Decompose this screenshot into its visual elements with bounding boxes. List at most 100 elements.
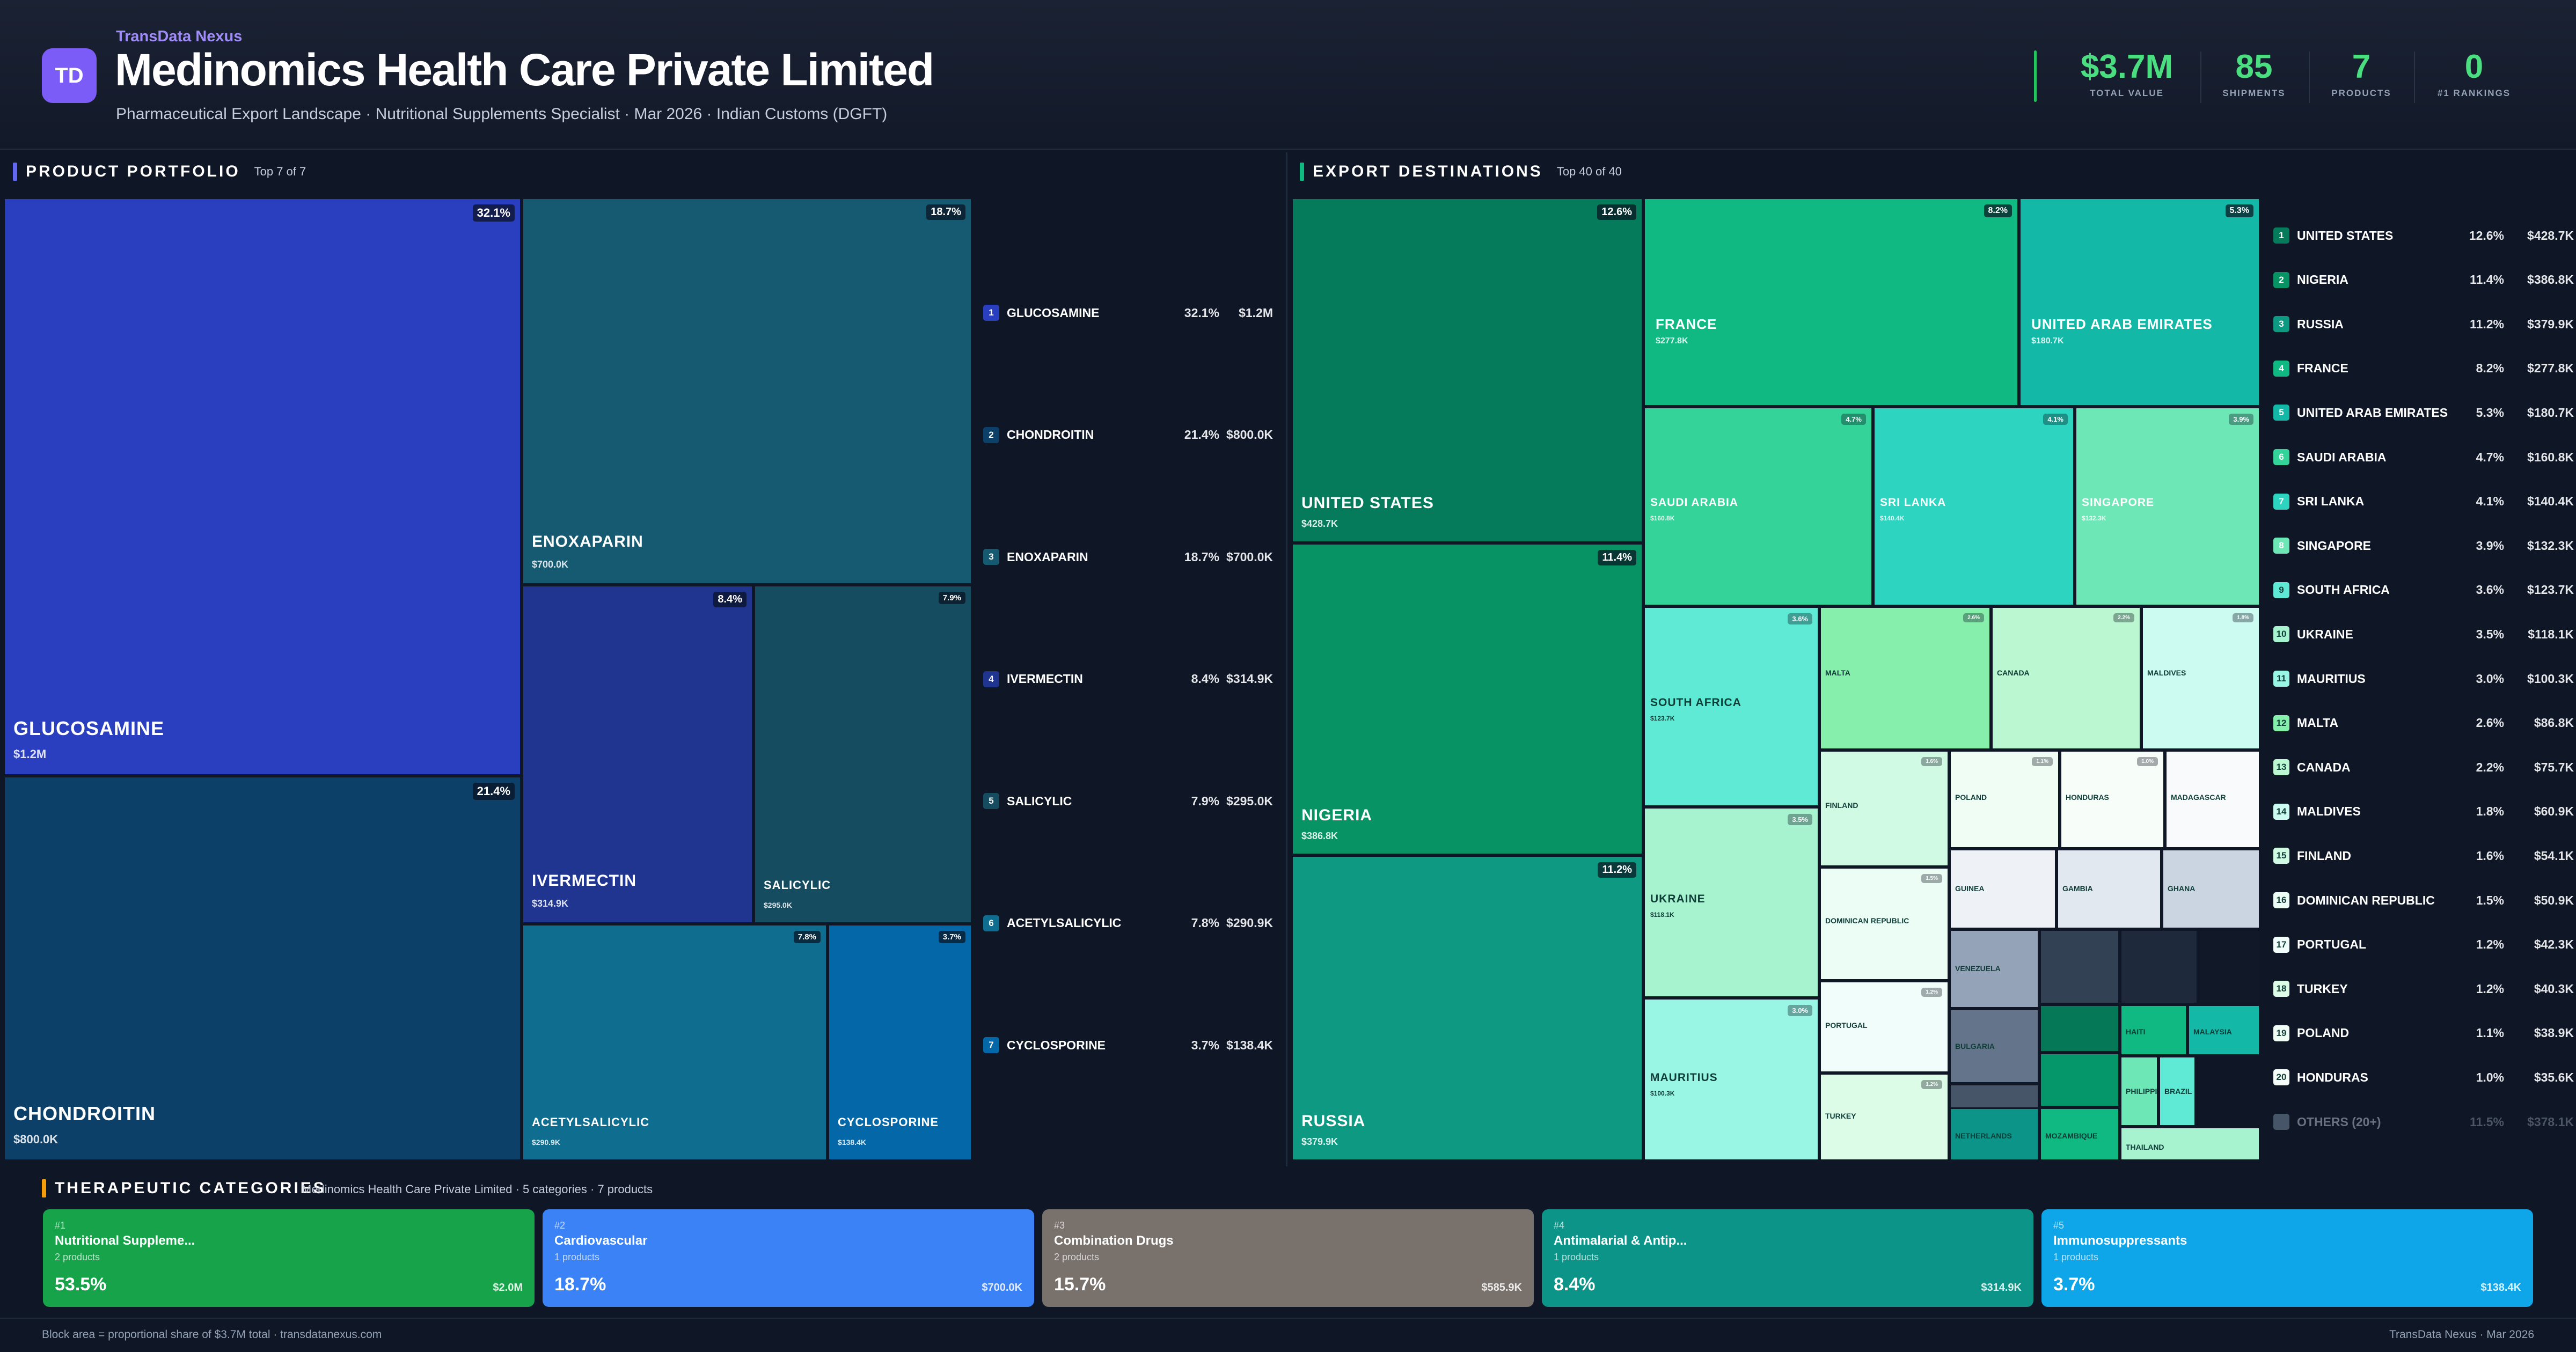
destination-tile[interactable]: 2.6% MALTA <box>1819 606 1991 750</box>
destination-tile[interactable]: GAMBIA <box>2057 849 2162 929</box>
legend-row[interactable]: 6 SAUDI ARABIA 4.7% $160.8K <box>2273 448 2574 466</box>
tile-name: SOUTH AFRICA <box>1650 696 1741 709</box>
destination-tile[interactable]: 1.1% POLAND <box>1949 750 2060 849</box>
destination-tile[interactable]: BULGARIA <box>1949 1009 2039 1084</box>
product-tile[interactable]: 8.4% IVERMECTIN $314.9K <box>522 585 753 924</box>
legend-row[interactable]: 13 CANADA 2.2% $75.7K <box>2273 758 2574 776</box>
legend-row[interactable]: 1 GLUCOSAMINE 32.1% $1.2M <box>983 304 1273 322</box>
destination-tile[interactable] <box>2039 1004 2120 1053</box>
product-tile[interactable]: 32.1% GLUCOSAMINE $1.2M <box>3 197 522 776</box>
destination-tile[interactable]: 4.1% SRI LANKA $140.4K <box>1873 407 2075 606</box>
legend-row[interactable]: 4 FRANCE 8.2% $277.8K <box>2273 359 2574 378</box>
destination-tile[interactable]: 11.4% NIGERIA $386.8K <box>1291 543 1643 855</box>
destination-tile[interactable]: 1.8% MALDIVES <box>2141 606 2260 750</box>
product-tile[interactable]: 7.8% ACETYLSALICYLIC $290.9K <box>522 924 828 1161</box>
legend-row[interactable]: 15 FINLAND 1.6% $54.1K <box>2273 847 2574 865</box>
legend-row[interactable]: OTHERS (20+) 11.5% $378.1K <box>2273 1113 2574 1131</box>
legend-row[interactable]: 1 UNITED STATES 12.6% $428.7K <box>2273 226 2574 245</box>
legend-row[interactable]: 5 SALICYLIC 7.9% $295.0K <box>983 792 1273 810</box>
legend-row[interactable]: 17 PORTUGAL 1.2% $42.3K <box>2273 936 2574 954</box>
rank-badge: 6 <box>983 915 999 931</box>
category-card[interactable]: #1 Nutritional Suppleme... 2 products 53.5%… <box>43 1209 535 1307</box>
legend-row[interactable]: 8 SINGAPORE 3.9% $132.3K <box>2273 537 2574 555</box>
destination-tile[interactable]: 4.7% SAUDI ARABIA $160.8K <box>1643 407 1873 606</box>
destination-tile[interactable]: 1.5% DOMINICAN REPUBLIC <box>1819 867 1949 981</box>
legend-value: $180.7K <box>2527 405 2574 420</box>
tile-name: GLUCOSAMINE <box>13 717 164 739</box>
tile-value: $700.0K <box>532 559 569 570</box>
destination-tile[interactable] <box>2120 929 2198 1004</box>
legend-row[interactable]: 11 MAURITIUS 3.0% $100.3K <box>2273 670 2574 688</box>
category-card[interactable]: #5 Immunosuppressants 1 products 3.7% $138.4… <box>2041 1209 2533 1307</box>
legend-row[interactable]: 5 UNITED ARAB EMIRATES 5.3% $180.7K <box>2273 403 2574 422</box>
destination-tile[interactable]: MALAYSIA <box>2187 1004 2260 1056</box>
destination-tile[interactable]: GHANA <box>2162 849 2260 929</box>
legend-row[interactable]: 7 SRI LANKA 4.1% $140.4K <box>2273 493 2574 511</box>
product-tile[interactable]: 3.7% CYCLOSPORINE $138.4K <box>828 924 972 1161</box>
product-tile[interactable]: 7.9% SALICYLIC $295.0K <box>753 585 972 924</box>
destination-tile[interactable] <box>2039 929 2120 1004</box>
legend-row[interactable]: 2 CHONDROITIN 21.4% $800.0K <box>983 426 1273 444</box>
kpi-products: 7 PRODUCTS <box>2310 47 2412 99</box>
legend-row[interactable]: 19 POLAND 1.1% $38.9K <box>2273 1024 2574 1042</box>
destination-tile[interactable]: 1.0% HONDURAS <box>2060 750 2165 849</box>
destination-tile[interactable]: 3.0% MAURITIUS $100.3K <box>1643 998 1819 1161</box>
destination-tile[interactable]: 8.2% FRANCE $277.8K <box>1643 197 2019 407</box>
destination-tile[interactable] <box>2039 1053 2120 1107</box>
destination-tile[interactable]: MADAGASCAR <box>2165 750 2260 849</box>
destination-tile[interactable]: 1.6% FINLAND <box>1819 750 1949 867</box>
legend-row[interactable]: 4 IVERMECTIN 8.4% $314.9K <box>983 670 1273 688</box>
product-tile[interactable]: 18.7% ENOXAPARIN $700.0K <box>522 197 972 585</box>
legend-name: MALDIVES <box>2297 804 2361 819</box>
destination-tile[interactable]: HAITI <box>2120 1004 2187 1056</box>
destination-tile[interactable]: 3.9% SINGAPORE $132.3K <box>2075 407 2260 606</box>
destination-tile[interactable]: 3.5% UKRAINE $118.1K <box>1643 807 1819 998</box>
rank-badge: 13 <box>2273 759 2289 776</box>
destination-tile[interactable]: 5.3% UNITED ARAB EMIRATES $180.7K <box>2019 197 2260 407</box>
legend-row[interactable]: 10 UKRAINE 3.5% $118.1K <box>2273 625 2574 643</box>
tile-share-badge: 8.4% <box>713 592 747 607</box>
legend-row[interactable]: 3 ENOXAPARIN 18.7% $700.0K <box>983 548 1273 566</box>
footer-divider <box>0 1318 2576 1319</box>
legend-row[interactable]: 16 DOMINICAN REPUBLIC 1.5% $50.9K <box>2273 891 2574 909</box>
legend-row[interactable]: 9 SOUTH AFRICA 3.6% $123.7K <box>2273 581 2574 599</box>
legend-row[interactable]: 3 RUSSIA 11.2% $379.9K <box>2273 315 2574 333</box>
destination-tile[interactable]: 1.2% TURKEY <box>1819 1073 1949 1161</box>
legend-row[interactable]: 20 HONDURAS 1.0% $35.6K <box>2273 1068 2574 1086</box>
destination-tile[interactable]: THAILAND <box>2120 1127 2260 1161</box>
destination-tile[interactable]: MOZAMBIQUE <box>2039 1107 2120 1161</box>
legend-share: 5.3% <box>2476 405 2504 420</box>
legend-row[interactable]: 6 ACETYLSALICYLIC 7.8% $290.9K <box>983 914 1273 932</box>
category-card[interactable]: #4 Antimalarial & Antip... 1 products 8.4% $… <box>1542 1209 2033 1307</box>
rank-badge: 19 <box>2273 1025 2289 1041</box>
destination-tile[interactable]: PHILIPPINES <box>2120 1056 2158 1127</box>
destination-tile[interactable]: VENEZUELA <box>1949 929 2039 1009</box>
destination-tile[interactable]: GUINEA <box>1949 849 2057 929</box>
destination-tile[interactable]: 11.2% RUSSIA $379.9K <box>1291 855 1643 1161</box>
destination-tile[interactable] <box>2198 929 2260 1004</box>
rank-badge: 4 <box>983 671 999 687</box>
kpi-divider <box>2309 52 2310 103</box>
destination-tile[interactable]: 2.2% CANADA <box>1991 606 2141 750</box>
legend-name: SINGAPORE <box>2297 538 2372 553</box>
legend-name: POLAND <box>2297 1026 2350 1040</box>
destination-tile[interactable]: NETHERLANDS <box>1949 1107 2039 1161</box>
legend-row[interactable]: 18 TURKEY 1.2% $40.3K <box>2273 980 2574 998</box>
tile-value: $277.8K <box>1656 336 1688 346</box>
legend-row[interactable]: 12 MALTA 2.6% $86.8K <box>2273 714 2574 732</box>
legend-value: $800.0K <box>1226 428 1273 442</box>
product-tile[interactable]: 21.4% CHONDROITIN $800.0K <box>3 776 522 1161</box>
category-card[interactable]: #2 Cardiovascular 1 products 18.7% $700.0K <box>543 1209 1034 1307</box>
destination-tile[interactable]: 3.6% SOUTH AFRICA $123.7K <box>1643 606 1819 807</box>
legend-value: $50.9K <box>2534 893 2574 907</box>
tile-share-badge: 3.6% <box>1788 613 1812 624</box>
destination-tile[interactable]: 12.6% UNITED STATES $428.7K <box>1291 197 1643 543</box>
legend-row[interactable]: 14 MALDIVES 1.8% $60.9K <box>2273 803 2574 821</box>
destination-tile[interactable]: BRAZIL <box>2158 1056 2196 1127</box>
tile-name: SALICYLIC <box>764 878 831 892</box>
legend-name: OTHERS (20+) <box>2297 1114 2381 1129</box>
legend-row[interactable]: 7 CYCLOSPORINE 3.7% $138.4K <box>983 1036 1273 1054</box>
legend-row[interactable]: 2 NIGERIA 11.4% $386.8K <box>2273 271 2574 289</box>
destination-tile[interactable]: 1.2% PORTUGAL <box>1819 981 1949 1073</box>
category-card[interactable]: #3 Combination Drugs 2 products 15.7% $585.9… <box>1042 1209 1534 1307</box>
